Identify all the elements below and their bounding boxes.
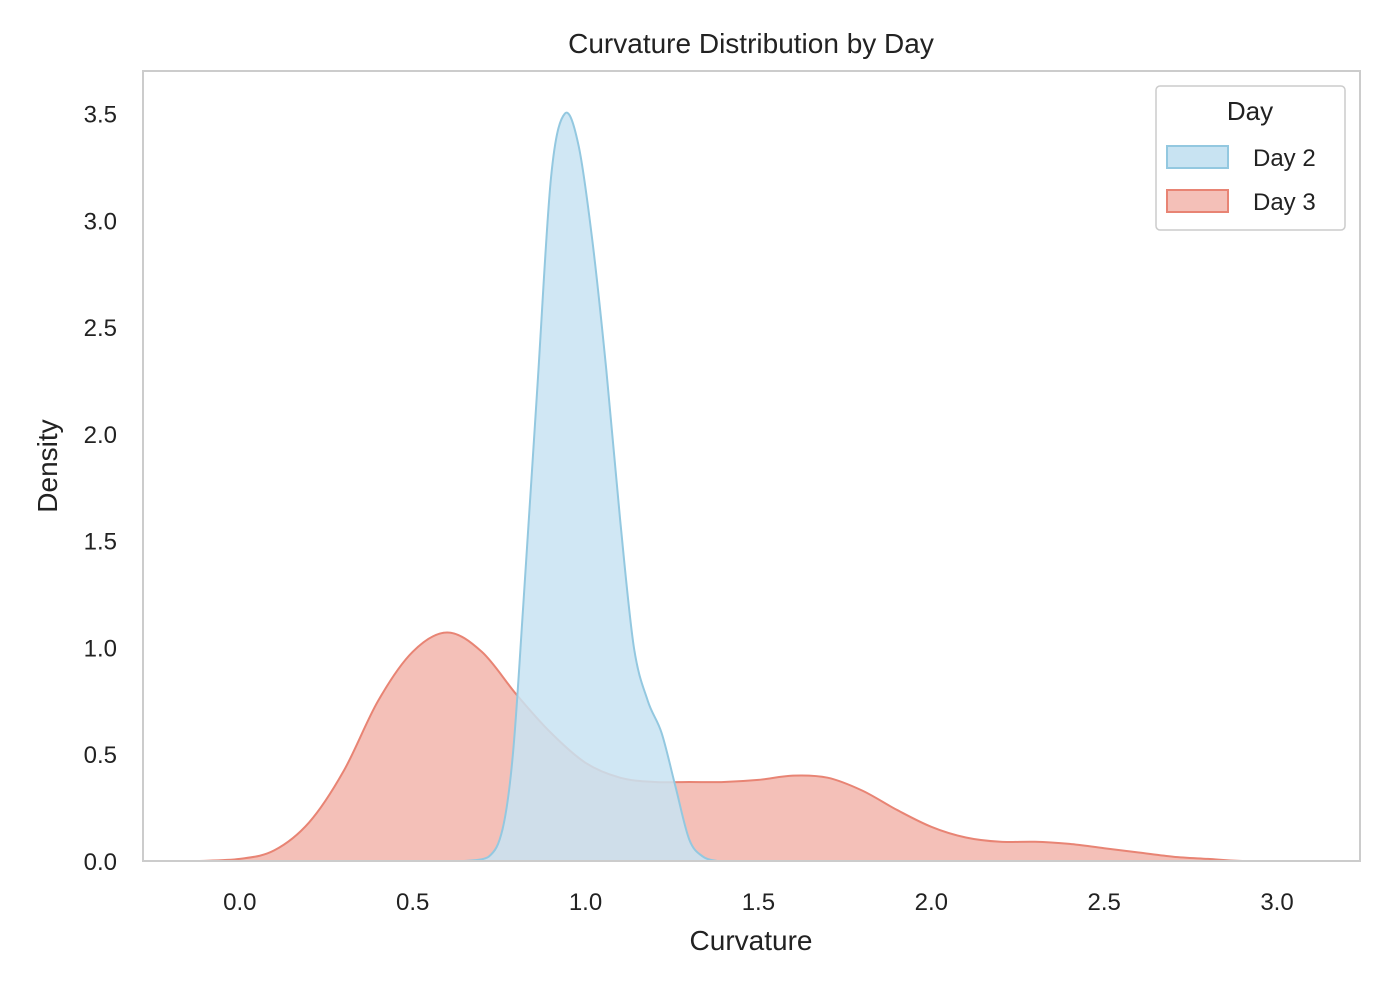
x-tick-label: 1.0 — [569, 889, 602, 916]
x-tick-label: 2.5 — [1088, 889, 1121, 916]
x-axis-label: Curvature — [690, 925, 813, 956]
chart-title: Curvature Distribution by Day — [568, 28, 934, 59]
y-tick-label: 2.0 — [84, 422, 117, 449]
legend-label-day-3: Day 3 — [1253, 189, 1316, 216]
y-tick-label: 0.0 — [84, 849, 117, 876]
density-area-day-2 — [464, 112, 717, 861]
legend-label-day-2: Day 2 — [1253, 145, 1316, 172]
x-tick-label: 0.5 — [396, 889, 429, 916]
legend-swatch-day-2 — [1166, 145, 1229, 169]
y-tick-label: 2.5 — [84, 315, 117, 342]
axes-frame — [142, 70, 1361, 862]
y-axis-ticks: 0.0 0.5 1.0 1.5 2.0 2.5 3.0 3.5 — [84, 102, 117, 876]
x-tick-label: 1.5 — [742, 889, 775, 916]
legend: Day Day 2 Day 3 — [1155, 85, 1346, 231]
density-area-day-3 — [198, 632, 1312, 861]
density-line-day-3 — [198, 631, 1312, 861]
x-tick-label: 3.0 — [1260, 889, 1293, 916]
y-tick-label: 1.0 — [84, 636, 117, 663]
x-axis-ticks: 0.0 0.5 1.0 1.5 2.0 2.5 3.0 — [223, 889, 1294, 916]
y-tick-label: 3.5 — [84, 102, 117, 129]
y-tick-label: 1.5 — [84, 529, 117, 556]
y-tick-label: 3.0 — [84, 209, 117, 236]
x-tick-label: 0.0 — [223, 889, 256, 916]
y-tick-label: 0.5 — [84, 742, 117, 769]
y-axis-label: Density — [32, 419, 63, 512]
legend-swatch-day-3 — [1166, 189, 1229, 213]
density-line-day-2 — [464, 111, 718, 861]
plot-area — [198, 111, 1312, 861]
legend-title: Day — [1227, 96, 1273, 126]
x-tick-label: 2.0 — [915, 889, 948, 916]
